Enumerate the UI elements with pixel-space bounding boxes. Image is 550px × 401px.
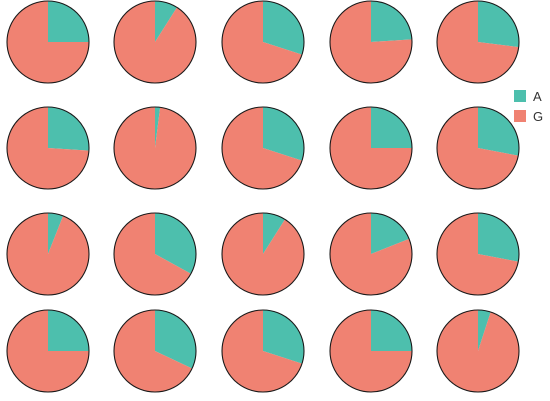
pie-19-slice-A [371, 310, 412, 351]
pie-3-outline [221, 0, 305, 84]
pie-3-slice-G [221, 0, 302, 83]
pie-12-outline [113, 212, 197, 296]
pie-20-outline [436, 309, 520, 393]
pie-10 [436, 106, 520, 190]
pie-16-slice-G [7, 310, 89, 392]
pie-3-slice-A [263, 1, 304, 55]
pie-16-slice-A [48, 310, 89, 351]
pie-1 [6, 0, 90, 84]
pie-7 [113, 106, 197, 190]
pie-9-slice-A [371, 107, 412, 148]
pie-15-slice-G [436, 213, 519, 295]
pie-2-slice-G [114, 1, 197, 83]
pie-3 [221, 0, 305, 84]
pie-18-slice-G [221, 309, 302, 392]
pie-11 [6, 212, 90, 296]
pie-4 [329, 0, 413, 84]
pie-11-slice-G [6, 212, 89, 295]
pie-10-slice-A [478, 107, 519, 156]
pie-17-outline [113, 309, 197, 393]
pie-6-outline [6, 106, 90, 190]
pie-18-outline [221, 309, 305, 393]
pie-12-slice-A [155, 213, 197, 274]
pie-1-slice-G [7, 1, 89, 83]
pie-5-slice-G [437, 1, 519, 83]
pie-7-outline [113, 106, 197, 190]
pie-7-slice-G [114, 107, 197, 189]
pie-11-outline [6, 212, 90, 296]
legend-label-A: A [533, 89, 542, 104]
pie-8 [221, 106, 305, 190]
pie-5-slice-A [478, 0, 520, 48]
pie-10-slice-G [436, 107, 519, 189]
legend-swatch-G [514, 110, 526, 122]
pie-8-slice-A [263, 107, 304, 161]
pie-20-slice-A [478, 310, 491, 351]
pie-18-slice-A [263, 310, 304, 364]
pie-14-slice-A [371, 213, 410, 254]
pie-5 [436, 0, 520, 84]
pies-group [6, 0, 520, 393]
pie-13-outline [221, 212, 305, 296]
pie-19 [329, 309, 413, 393]
pie-1-outline [6, 0, 90, 84]
pie-17-slice-G [114, 310, 193, 392]
pie-8-slice-G [221, 107, 302, 190]
legend-label-G: G [533, 109, 543, 124]
pie-2 [113, 0, 197, 84]
pie-12-slice-G [114, 213, 191, 295]
pie-5-outline [436, 0, 520, 84]
pie-20 [436, 309, 520, 393]
pie-13-slice-A [263, 213, 285, 254]
pie-15 [436, 212, 520, 296]
pie-19-outline [329, 309, 413, 393]
pie-8-outline [221, 106, 305, 190]
pie-12 [113, 212, 197, 296]
pie-9-outline [329, 106, 413, 190]
pie-10-outline [436, 106, 520, 190]
pie-4-slice-A [371, 1, 412, 42]
pie-6-slice-A [48, 107, 90, 151]
pie-6 [6, 106, 90, 190]
pie-2-slice-A [155, 0, 177, 42]
pie-7-slice-A [155, 106, 161, 148]
pie-11-slice-A [48, 213, 64, 254]
legend: AG [514, 89, 543, 124]
pie-14-slice-G [329, 213, 412, 295]
pie-13-slice-G [222, 213, 305, 295]
pie-13 [221, 212, 305, 296]
pie-18 [221, 309, 305, 393]
pie-2-outline [113, 0, 197, 84]
pie-20-slice-G [436, 310, 519, 393]
pie-4-outline [329, 0, 413, 84]
pie-9 [329, 106, 413, 190]
pie-15-slice-A [478, 213, 519, 262]
pie-16-outline [6, 309, 90, 393]
pie-15-outline [436, 212, 520, 296]
pie-19-slice-G [330, 310, 412, 392]
pie-17 [113, 309, 197, 393]
pie-9-slice-G [330, 107, 412, 189]
pie-14-outline [329, 212, 413, 296]
pie-16 [6, 309, 90, 393]
pie-1-slice-A [48, 1, 89, 42]
pie-14 [329, 212, 413, 296]
pie-6-slice-G [7, 106, 89, 189]
legend-swatch-A [514, 90, 526, 102]
pie-4-slice-G [330, 1, 413, 83]
